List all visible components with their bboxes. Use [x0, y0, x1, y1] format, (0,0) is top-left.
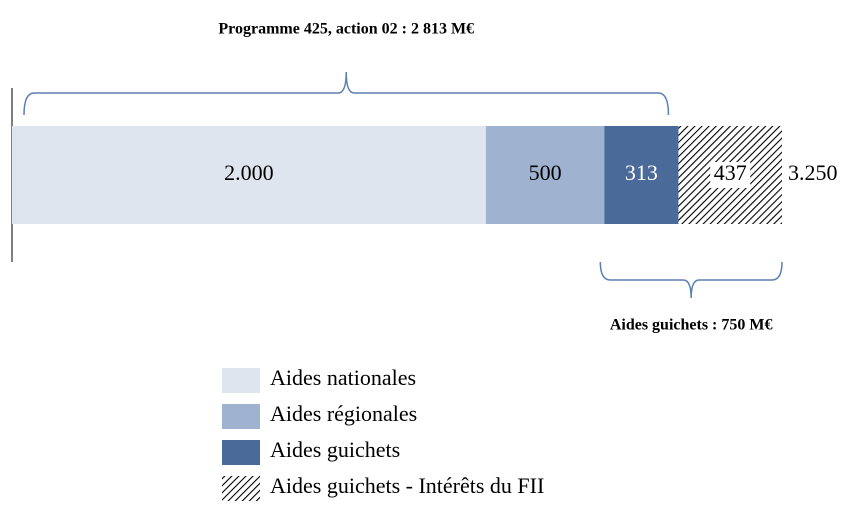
legend-label: Aides guichets — [270, 437, 400, 462]
legend-label: Aides guichets - Intérêts du FII — [270, 473, 544, 498]
legend-label: Aides nationales — [270, 365, 416, 390]
value-label: 437 — [714, 160, 747, 185]
label-box — [710, 162, 751, 188]
value-label: 313 — [625, 160, 658, 185]
value-label: 2.000 — [224, 160, 274, 185]
annotation: Programme 425, action 02 : 2 813 M€ — [218, 21, 474, 38]
annotation: Aides guichets : 750 M€ — [610, 317, 773, 334]
legend-swatch — [222, 476, 260, 501]
legend-swatch — [222, 404, 260, 429]
brace — [23, 71, 670, 116]
bar-segment — [485, 126, 605, 224]
legend-swatch — [222, 368, 260, 393]
bar-segment — [12, 126, 486, 224]
legend-label: Aides régionales — [270, 401, 417, 426]
total-label: 3.250 — [788, 160, 838, 185]
bar-segment — [604, 126, 679, 224]
legend-swatch — [222, 440, 260, 465]
brace — [599, 261, 783, 299]
value-label: 500 — [529, 160, 562, 185]
